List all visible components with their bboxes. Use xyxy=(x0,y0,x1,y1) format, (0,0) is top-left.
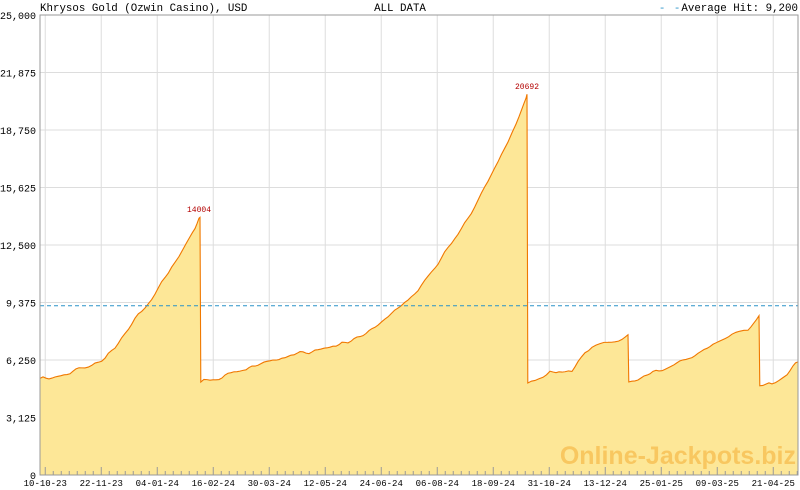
svg-text:16-02-24: 16-02-24 xyxy=(192,479,235,489)
svg-text:0: 0 xyxy=(30,472,36,483)
svg-text:06-08-24: 06-08-24 xyxy=(416,479,459,489)
svg-text:Online-Jackpots.biz: Online-Jackpots.biz xyxy=(560,442,796,470)
svg-text:- -Average Hit: 9,200: - -Average Hit: 9,200 xyxy=(659,3,798,15)
svg-text:12,500: 12,500 xyxy=(0,242,36,253)
svg-text:21,875: 21,875 xyxy=(0,70,36,81)
svg-text:9,375: 9,375 xyxy=(6,300,36,311)
svg-text:20692: 20692 xyxy=(515,83,539,92)
svg-text:ALL DATA: ALL DATA xyxy=(374,3,426,15)
svg-text:18,750: 18,750 xyxy=(0,127,36,138)
svg-text:21-04-25: 21-04-25 xyxy=(752,479,795,489)
svg-text:22-11-23: 22-11-23 xyxy=(80,479,123,489)
svg-text:24-06-24: 24-06-24 xyxy=(360,479,403,489)
svg-text:Khrysos Gold (Ozwin Casino), U: Khrysos Gold (Ozwin Casino), USD xyxy=(40,3,247,15)
svg-text:13-12-24: 13-12-24 xyxy=(584,479,627,489)
svg-text:31-10-24: 31-10-24 xyxy=(528,479,571,489)
svg-text:3,125: 3,125 xyxy=(6,415,36,426)
svg-text:25-01-25: 25-01-25 xyxy=(640,479,683,489)
svg-text:15,625: 15,625 xyxy=(0,185,36,196)
svg-text:18-09-24: 18-09-24 xyxy=(472,479,515,489)
svg-text:12-05-24: 12-05-24 xyxy=(304,479,347,489)
svg-text:04-01-24: 04-01-24 xyxy=(136,479,179,489)
svg-text:09-03-25: 09-03-25 xyxy=(696,479,739,489)
svg-text:14004: 14004 xyxy=(187,206,211,215)
svg-text:25,000: 25,000 xyxy=(0,12,36,23)
svg-text:30-03-24: 30-03-24 xyxy=(248,479,291,489)
svg-text:6,250: 6,250 xyxy=(6,357,36,368)
